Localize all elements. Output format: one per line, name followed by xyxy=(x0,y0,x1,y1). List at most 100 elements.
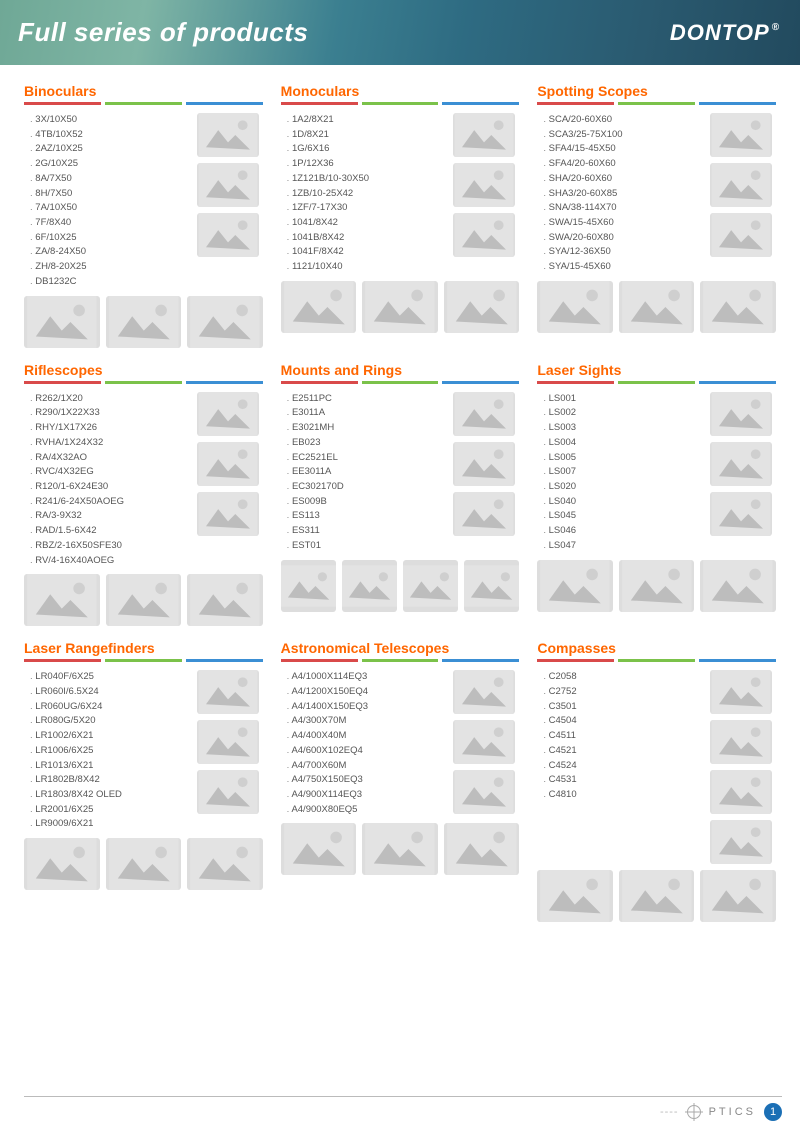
product-image xyxy=(24,574,100,626)
sku-item: EB023 xyxy=(287,436,444,451)
sku-item: E3021MH xyxy=(287,421,444,436)
sku-item: LS045 xyxy=(543,509,700,524)
sku-item: R241/6-24X50AOEG xyxy=(30,495,187,510)
product-image xyxy=(537,560,613,612)
product-image xyxy=(342,560,397,612)
sku-item: SYA/12-36X50 xyxy=(543,245,700,260)
sku-item: EST01 xyxy=(287,539,444,554)
sku-list: 3X/10X504TB/10X522AZ/10X252G/10X258A/7X5… xyxy=(24,113,187,290)
sku-item: RA/4X32AO xyxy=(30,451,187,466)
product-image xyxy=(197,492,259,536)
sku-item: 1041F/8X42 xyxy=(287,245,444,260)
sku-item: LR060UG/6X24 xyxy=(30,700,187,715)
product-image xyxy=(281,823,357,875)
sku-item: SYA/15-45X60 xyxy=(543,260,700,275)
sku-item: 1ZF/7-17X30 xyxy=(287,201,444,216)
sku-item: 2AZ/10X25 xyxy=(30,142,187,157)
sku-item: LS046 xyxy=(543,524,700,539)
side-images xyxy=(193,392,263,569)
product-image xyxy=(197,163,259,207)
side-images xyxy=(706,392,776,554)
page-number: 1 xyxy=(764,1103,782,1121)
bottom-images xyxy=(537,560,776,612)
side-images xyxy=(193,670,263,832)
product-image xyxy=(453,770,515,814)
product-image xyxy=(700,870,776,922)
sku-item: EC2521EL xyxy=(287,451,444,466)
sku-item: 4TB/10X52 xyxy=(30,128,187,143)
sku-item: R262/1X20 xyxy=(30,392,187,407)
product-image xyxy=(700,281,776,333)
title-underline xyxy=(281,381,520,384)
sku-item: DB1232C xyxy=(30,275,187,290)
sku-item: LR060I/6.5X24 xyxy=(30,685,187,700)
title-underline xyxy=(24,659,263,662)
product-image xyxy=(197,720,259,764)
product-image xyxy=(106,574,182,626)
sku-item: C2752 xyxy=(543,685,700,700)
category-title: Astronomical Telescopes xyxy=(281,640,520,656)
sku-item: E2511PC xyxy=(287,392,444,407)
sku-item: 7A/10X50 xyxy=(30,201,187,216)
category-cell: Laser RangefindersLR040F/6X25LR060I/6.5X… xyxy=(24,640,263,922)
sku-item: LS007 xyxy=(543,465,700,480)
sku-item: RAD/1.5-6X42 xyxy=(30,524,187,539)
side-images xyxy=(449,392,519,554)
bottom-images xyxy=(24,838,263,890)
sku-item: SNA/38-114X70 xyxy=(543,201,700,216)
product-image xyxy=(197,392,259,436)
footer-label: PTICS xyxy=(709,1106,756,1118)
product-image xyxy=(24,838,100,890)
product-image xyxy=(24,296,100,348)
product-image xyxy=(710,492,772,536)
sku-item: LS002 xyxy=(543,406,700,421)
sku-item: LR1803/8X42 OLED xyxy=(30,788,187,803)
product-image xyxy=(281,560,336,612)
sku-item: SCA/20-60X60 xyxy=(543,113,700,128)
sku-list: C2058C2752C3501C4504C4511C4521C4524C4531… xyxy=(537,670,700,864)
product-image xyxy=(537,870,613,922)
product-image xyxy=(710,770,772,814)
product-image xyxy=(187,296,263,348)
brand-logo: DONTOP ® xyxy=(670,20,780,46)
sku-item: SFA4/20-60X60 xyxy=(543,157,700,172)
sku-item: EE3011A xyxy=(287,465,444,480)
sku-item: RVHA/1X24X32 xyxy=(30,436,187,451)
product-image xyxy=(197,213,259,257)
sku-item: C4810 xyxy=(543,788,700,803)
sku-item: 6F/10X25 xyxy=(30,231,187,246)
sku-item: EC302170D xyxy=(287,480,444,495)
category-cell: RiflescopesR262/1X20R290/1X22X33RHY/1X17… xyxy=(24,362,263,627)
category-cell: Astronomical TelescopesA4/1000X114EQ3A4/… xyxy=(281,640,520,922)
product-image xyxy=(537,281,613,333)
sku-item: A4/750X150EQ3 xyxy=(287,773,444,788)
sku-item: C3501 xyxy=(543,700,700,715)
catalog-grid: Binoculars3X/10X504TB/10X522AZ/10X252G/1… xyxy=(0,65,800,922)
sku-item: LS005 xyxy=(543,451,700,466)
sku-item: LR080G/5X20 xyxy=(30,714,187,729)
sku-item: RHY/1X17X26 xyxy=(30,421,187,436)
category-title: Laser Sights xyxy=(537,362,776,378)
title-underline xyxy=(537,102,776,105)
category-title: Monoculars xyxy=(281,83,520,99)
bottom-images xyxy=(281,823,520,875)
sku-item: A4/900X114EQ3 xyxy=(287,788,444,803)
sku-item: SHA3/20-60X85 xyxy=(543,187,700,202)
sku-item: SCA3/25-75X100 xyxy=(543,128,700,143)
sku-item: ES113 xyxy=(287,509,444,524)
sku-item: LR1802B/8X42 xyxy=(30,773,187,788)
side-images xyxy=(193,113,263,290)
sku-item: SWA/20-60X80 xyxy=(543,231,700,246)
page-header: Full series of products DONTOP ® xyxy=(0,0,800,65)
bottom-images xyxy=(281,281,520,333)
sku-item: A4/600X102EQ4 xyxy=(287,744,444,759)
sku-list: A4/1000X114EQ3A4/1200X150EQ4A4/1400X150E… xyxy=(281,670,444,817)
sku-item: LS001 xyxy=(543,392,700,407)
sku-item: 1G/6X16 xyxy=(287,142,444,157)
sku-item: A4/900X80EQ5 xyxy=(287,803,444,818)
sku-item: A4/1000X114EQ3 xyxy=(287,670,444,685)
product-image xyxy=(453,492,515,536)
page-title: Full series of products xyxy=(18,17,308,48)
side-images xyxy=(706,670,776,864)
product-image xyxy=(710,820,772,864)
